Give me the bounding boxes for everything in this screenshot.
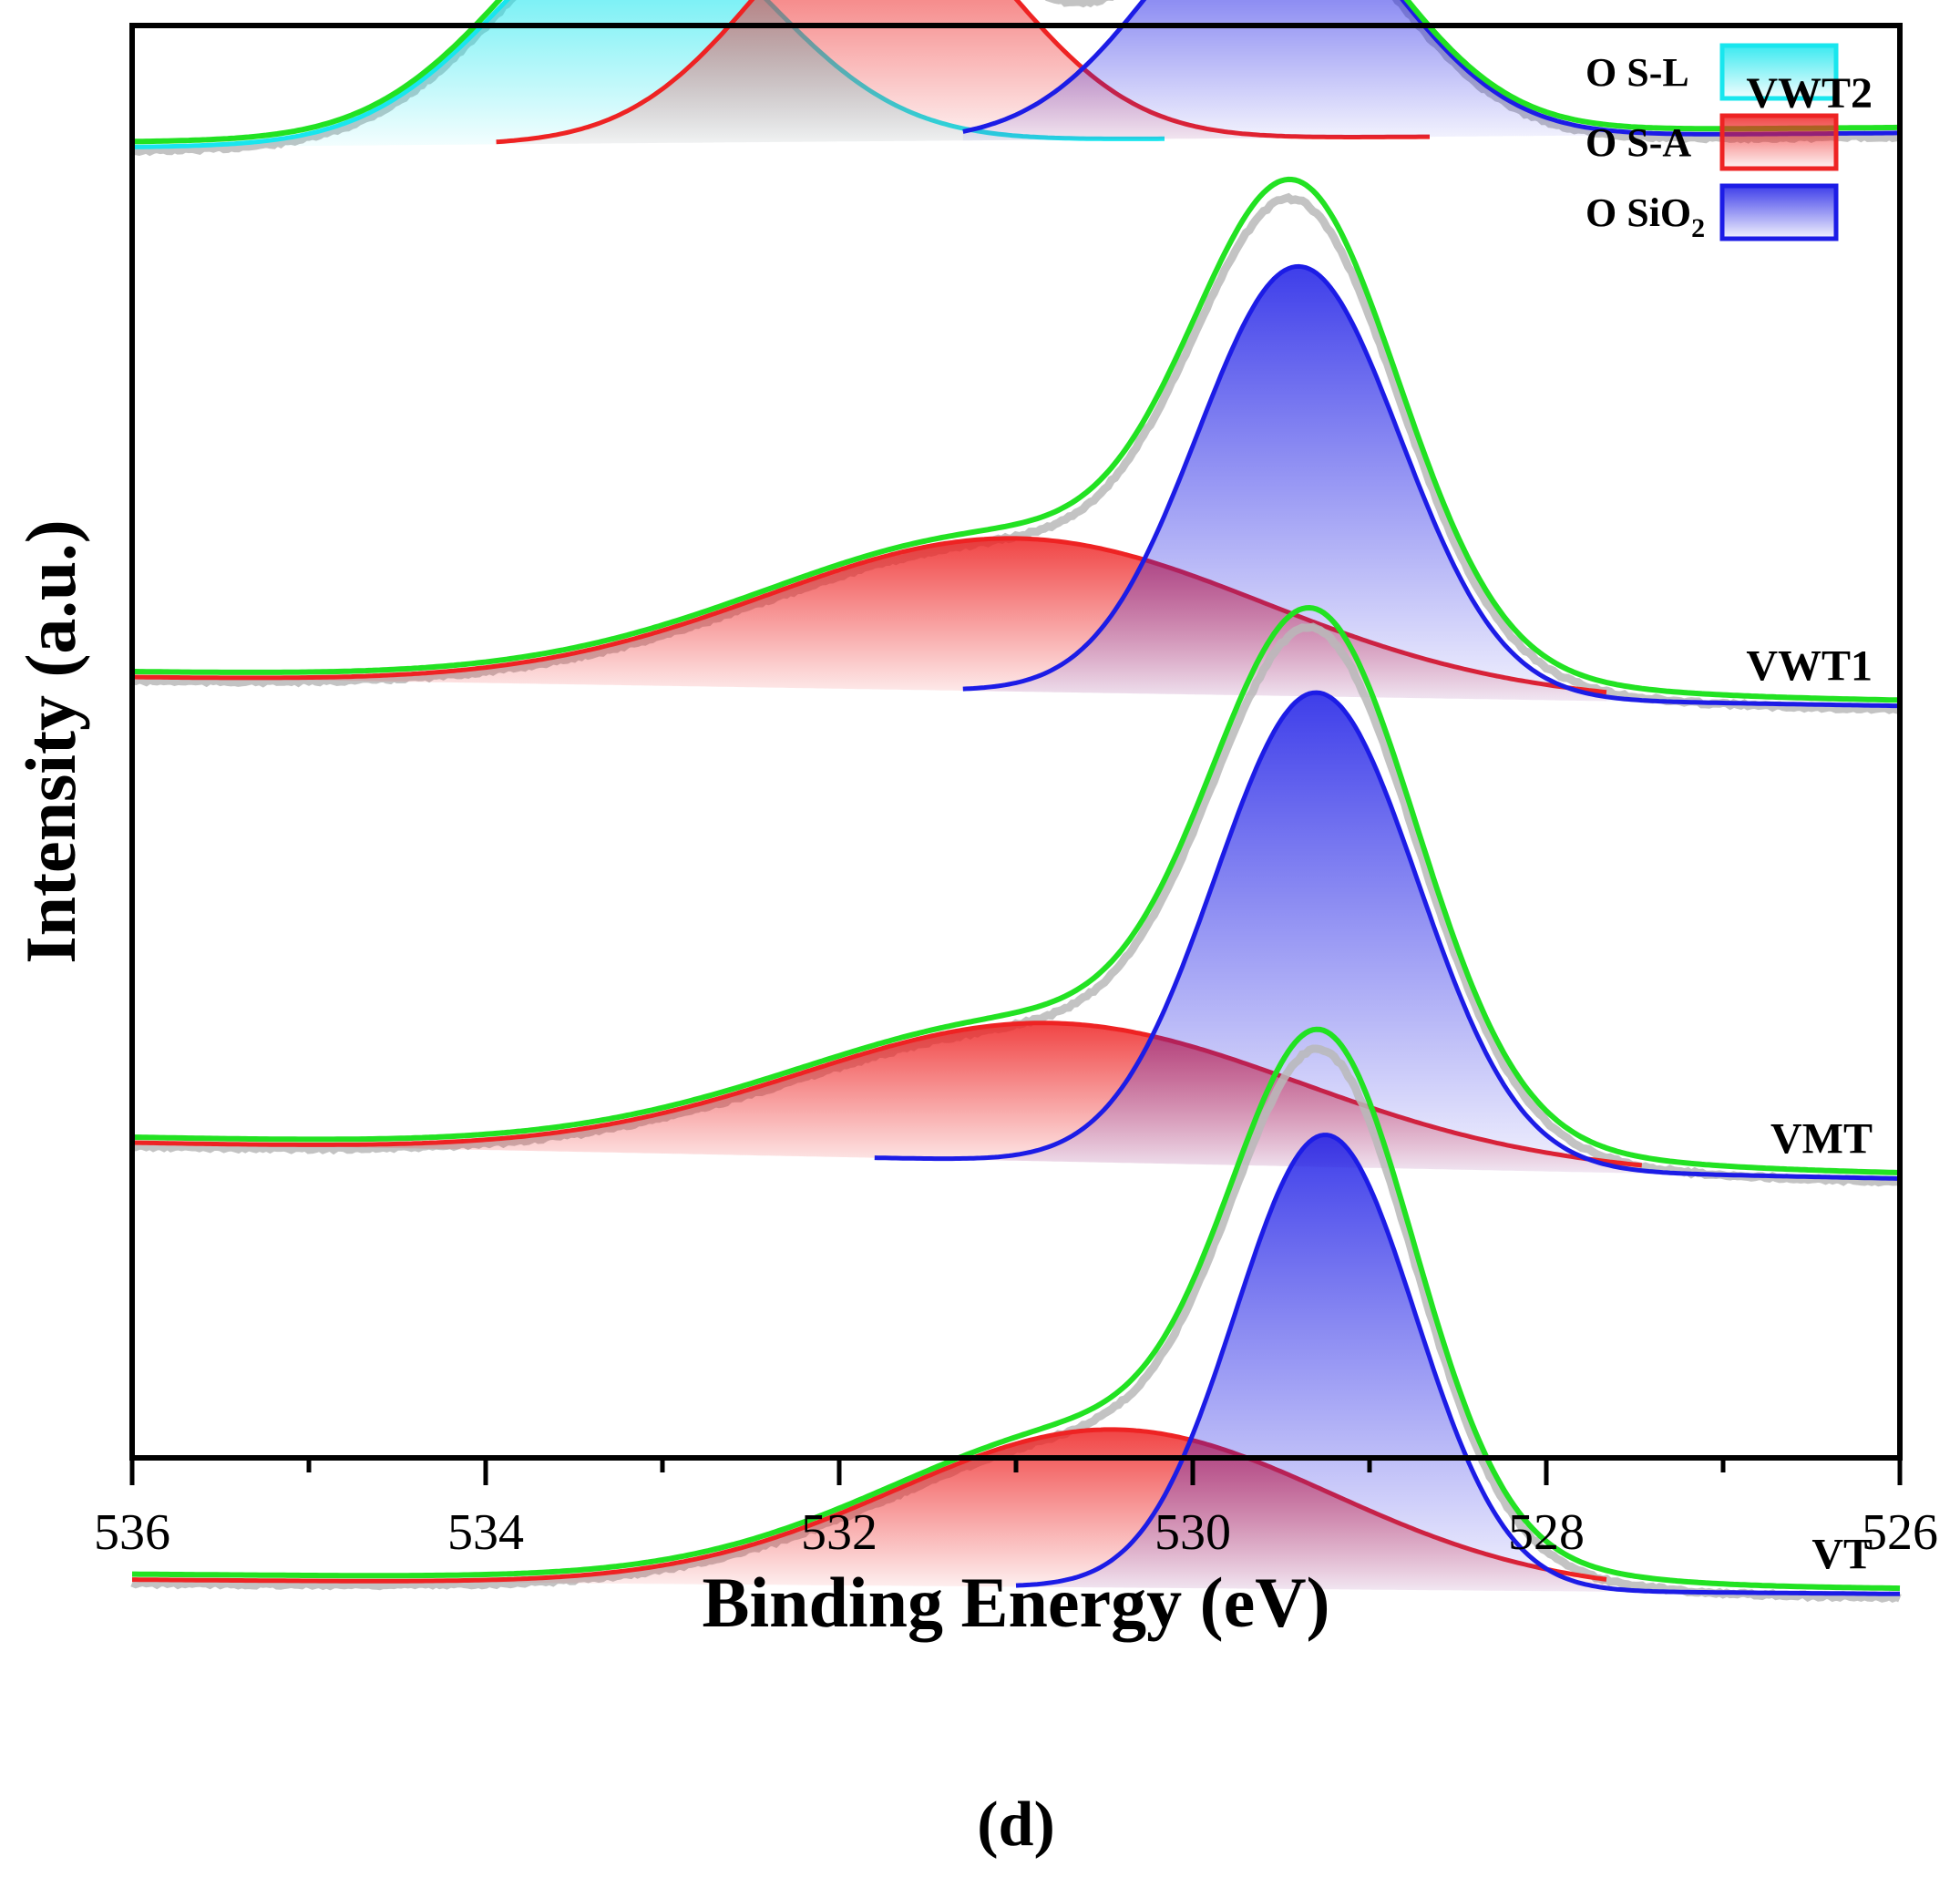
component-si-line xyxy=(962,263,1901,709)
legend-label: O S-A xyxy=(1585,120,1691,165)
component-si-line xyxy=(1015,1133,1900,1596)
legend-item-sl: O S-L xyxy=(1585,43,1839,101)
sample-labels: VWT2 VWT1 VMT VT xyxy=(1746,69,1873,1578)
panel-label: (d) xyxy=(977,1790,1055,1860)
legend-label: O S-L xyxy=(1585,50,1689,95)
x-axis: 536 534 532 530 528 526 xyxy=(94,1458,1938,1561)
y-axis-title: Intensity (a.u.) xyxy=(11,519,90,964)
legend-label: O SiO2 xyxy=(1585,190,1705,243)
legend-swatch xyxy=(1719,113,1839,171)
sample-vmt xyxy=(130,604,1901,1187)
component-si-fill xyxy=(962,266,1900,706)
sample-label: VMT xyxy=(1770,1114,1873,1163)
x-tick-label: 534 xyxy=(447,1504,524,1561)
legend-item-si: O SiO2 xyxy=(1585,183,1839,243)
sample-vwt2 xyxy=(131,0,1902,157)
sample-vwt1 xyxy=(131,176,1901,714)
envelope-fit xyxy=(131,0,1900,145)
legend-item-sa: O S-A xyxy=(1585,113,1839,171)
sample-vt xyxy=(130,1026,1902,1604)
x-tick-label: 536 xyxy=(94,1504,170,1561)
x-tick-label: 526 xyxy=(1862,1504,1938,1561)
component-si-fill xyxy=(962,0,1900,141)
x-tick-label: 528 xyxy=(1508,1504,1585,1561)
component-sa-fill xyxy=(496,0,1430,145)
component-si-line xyxy=(874,690,1901,1181)
component-si-fill xyxy=(1016,1134,1900,1595)
x-axis-title: Binding Energy (eV) xyxy=(702,1563,1329,1642)
x-tick-label: 530 xyxy=(1154,1504,1231,1561)
envelope-fit xyxy=(132,176,1901,703)
sample-label: VWT2 xyxy=(1746,69,1873,118)
plot-area xyxy=(130,0,1902,1604)
plot-frame xyxy=(129,23,1903,1461)
envelope-fit xyxy=(132,1026,1901,1592)
sample-label: VWT1 xyxy=(1746,642,1873,691)
legend: O S-L O S-A O SiO2 xyxy=(1585,43,1839,243)
legend-swatch xyxy=(1719,43,1839,101)
x-tick-label: 532 xyxy=(801,1504,877,1561)
component-si-fill xyxy=(874,692,1900,1179)
legend-swatch xyxy=(1719,183,1839,241)
sample-label: VT xyxy=(1811,1530,1873,1578)
envelope-fit xyxy=(131,604,1901,1175)
